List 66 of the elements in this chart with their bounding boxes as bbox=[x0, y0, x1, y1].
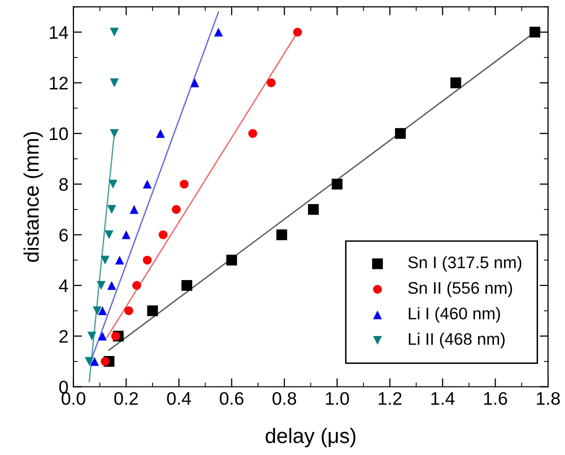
legend-label: Li II (468 nm) bbox=[408, 332, 505, 348]
point bbox=[293, 28, 302, 37]
point bbox=[248, 129, 258, 138]
point bbox=[181, 280, 192, 291]
point bbox=[132, 281, 142, 290]
point bbox=[190, 78, 200, 88]
point bbox=[214, 28, 223, 37]
point bbox=[332, 178, 342, 190]
point bbox=[98, 332, 107, 340]
point bbox=[111, 332, 120, 340]
point bbox=[158, 230, 168, 240]
point bbox=[142, 180, 152, 189]
point bbox=[122, 230, 131, 240]
point bbox=[110, 129, 119, 138]
x-axis-title: delay (μs) bbox=[266, 428, 356, 448]
point bbox=[110, 78, 119, 88]
x-tick-label: 1.0 bbox=[326, 392, 349, 405]
point bbox=[96, 281, 106, 290]
y-tick-label: 2 bbox=[59, 330, 68, 343]
point bbox=[308, 204, 319, 215]
x-tick-label: 0.4 bbox=[167, 392, 191, 405]
point bbox=[100, 357, 110, 366]
legend-label: Li I (460 nm) bbox=[408, 307, 500, 323]
point bbox=[124, 306, 134, 316]
point bbox=[98, 306, 107, 316]
point bbox=[84, 357, 94, 366]
point bbox=[395, 128, 406, 139]
point bbox=[226, 254, 238, 266]
x-tick-label: 1.6 bbox=[484, 392, 508, 405]
point bbox=[180, 180, 189, 189]
point bbox=[529, 26, 540, 38]
point bbox=[172, 205, 181, 214]
point bbox=[142, 256, 152, 264]
x-tick-label: 1.2 bbox=[378, 392, 402, 405]
y-tick-label: 4 bbox=[58, 280, 68, 292]
legend-label: Sn I (317.5 nm) bbox=[408, 256, 522, 272]
x-tick-label: 0.8 bbox=[272, 392, 296, 405]
point bbox=[107, 281, 116, 290]
point bbox=[130, 205, 138, 214]
x-tick-label: 0.6 bbox=[220, 392, 244, 405]
y-tick-label: 0 bbox=[59, 380, 68, 394]
point bbox=[115, 256, 124, 264]
point bbox=[156, 129, 165, 138]
x-tick-label: 0.0 bbox=[62, 392, 86, 405]
y-tick-label: 14 bbox=[50, 26, 68, 39]
point bbox=[147, 305, 158, 316]
y-axis-title: distance (mm) bbox=[24, 132, 43, 262]
point bbox=[266, 78, 276, 88]
y-tick-label: 10 bbox=[50, 127, 68, 140]
point bbox=[110, 28, 119, 37]
y-tick-label: 12 bbox=[50, 76, 68, 90]
point bbox=[100, 256, 110, 264]
y-tick-label: 8 bbox=[59, 178, 68, 191]
point bbox=[104, 230, 114, 240]
point bbox=[450, 77, 462, 88]
point bbox=[276, 229, 288, 240]
legend-label: Sn II (556 nm) bbox=[408, 282, 512, 298]
y-tick-label: 6 bbox=[59, 228, 68, 242]
x-tick-label: 0.2 bbox=[114, 392, 138, 405]
x-tick-label: 1.8 bbox=[536, 392, 560, 405]
point bbox=[92, 306, 102, 316]
point bbox=[108, 180, 118, 189]
x-tick-label: 1.4 bbox=[431, 392, 455, 405]
point bbox=[90, 357, 99, 366]
point bbox=[88, 332, 96, 340]
point bbox=[107, 205, 116, 214]
